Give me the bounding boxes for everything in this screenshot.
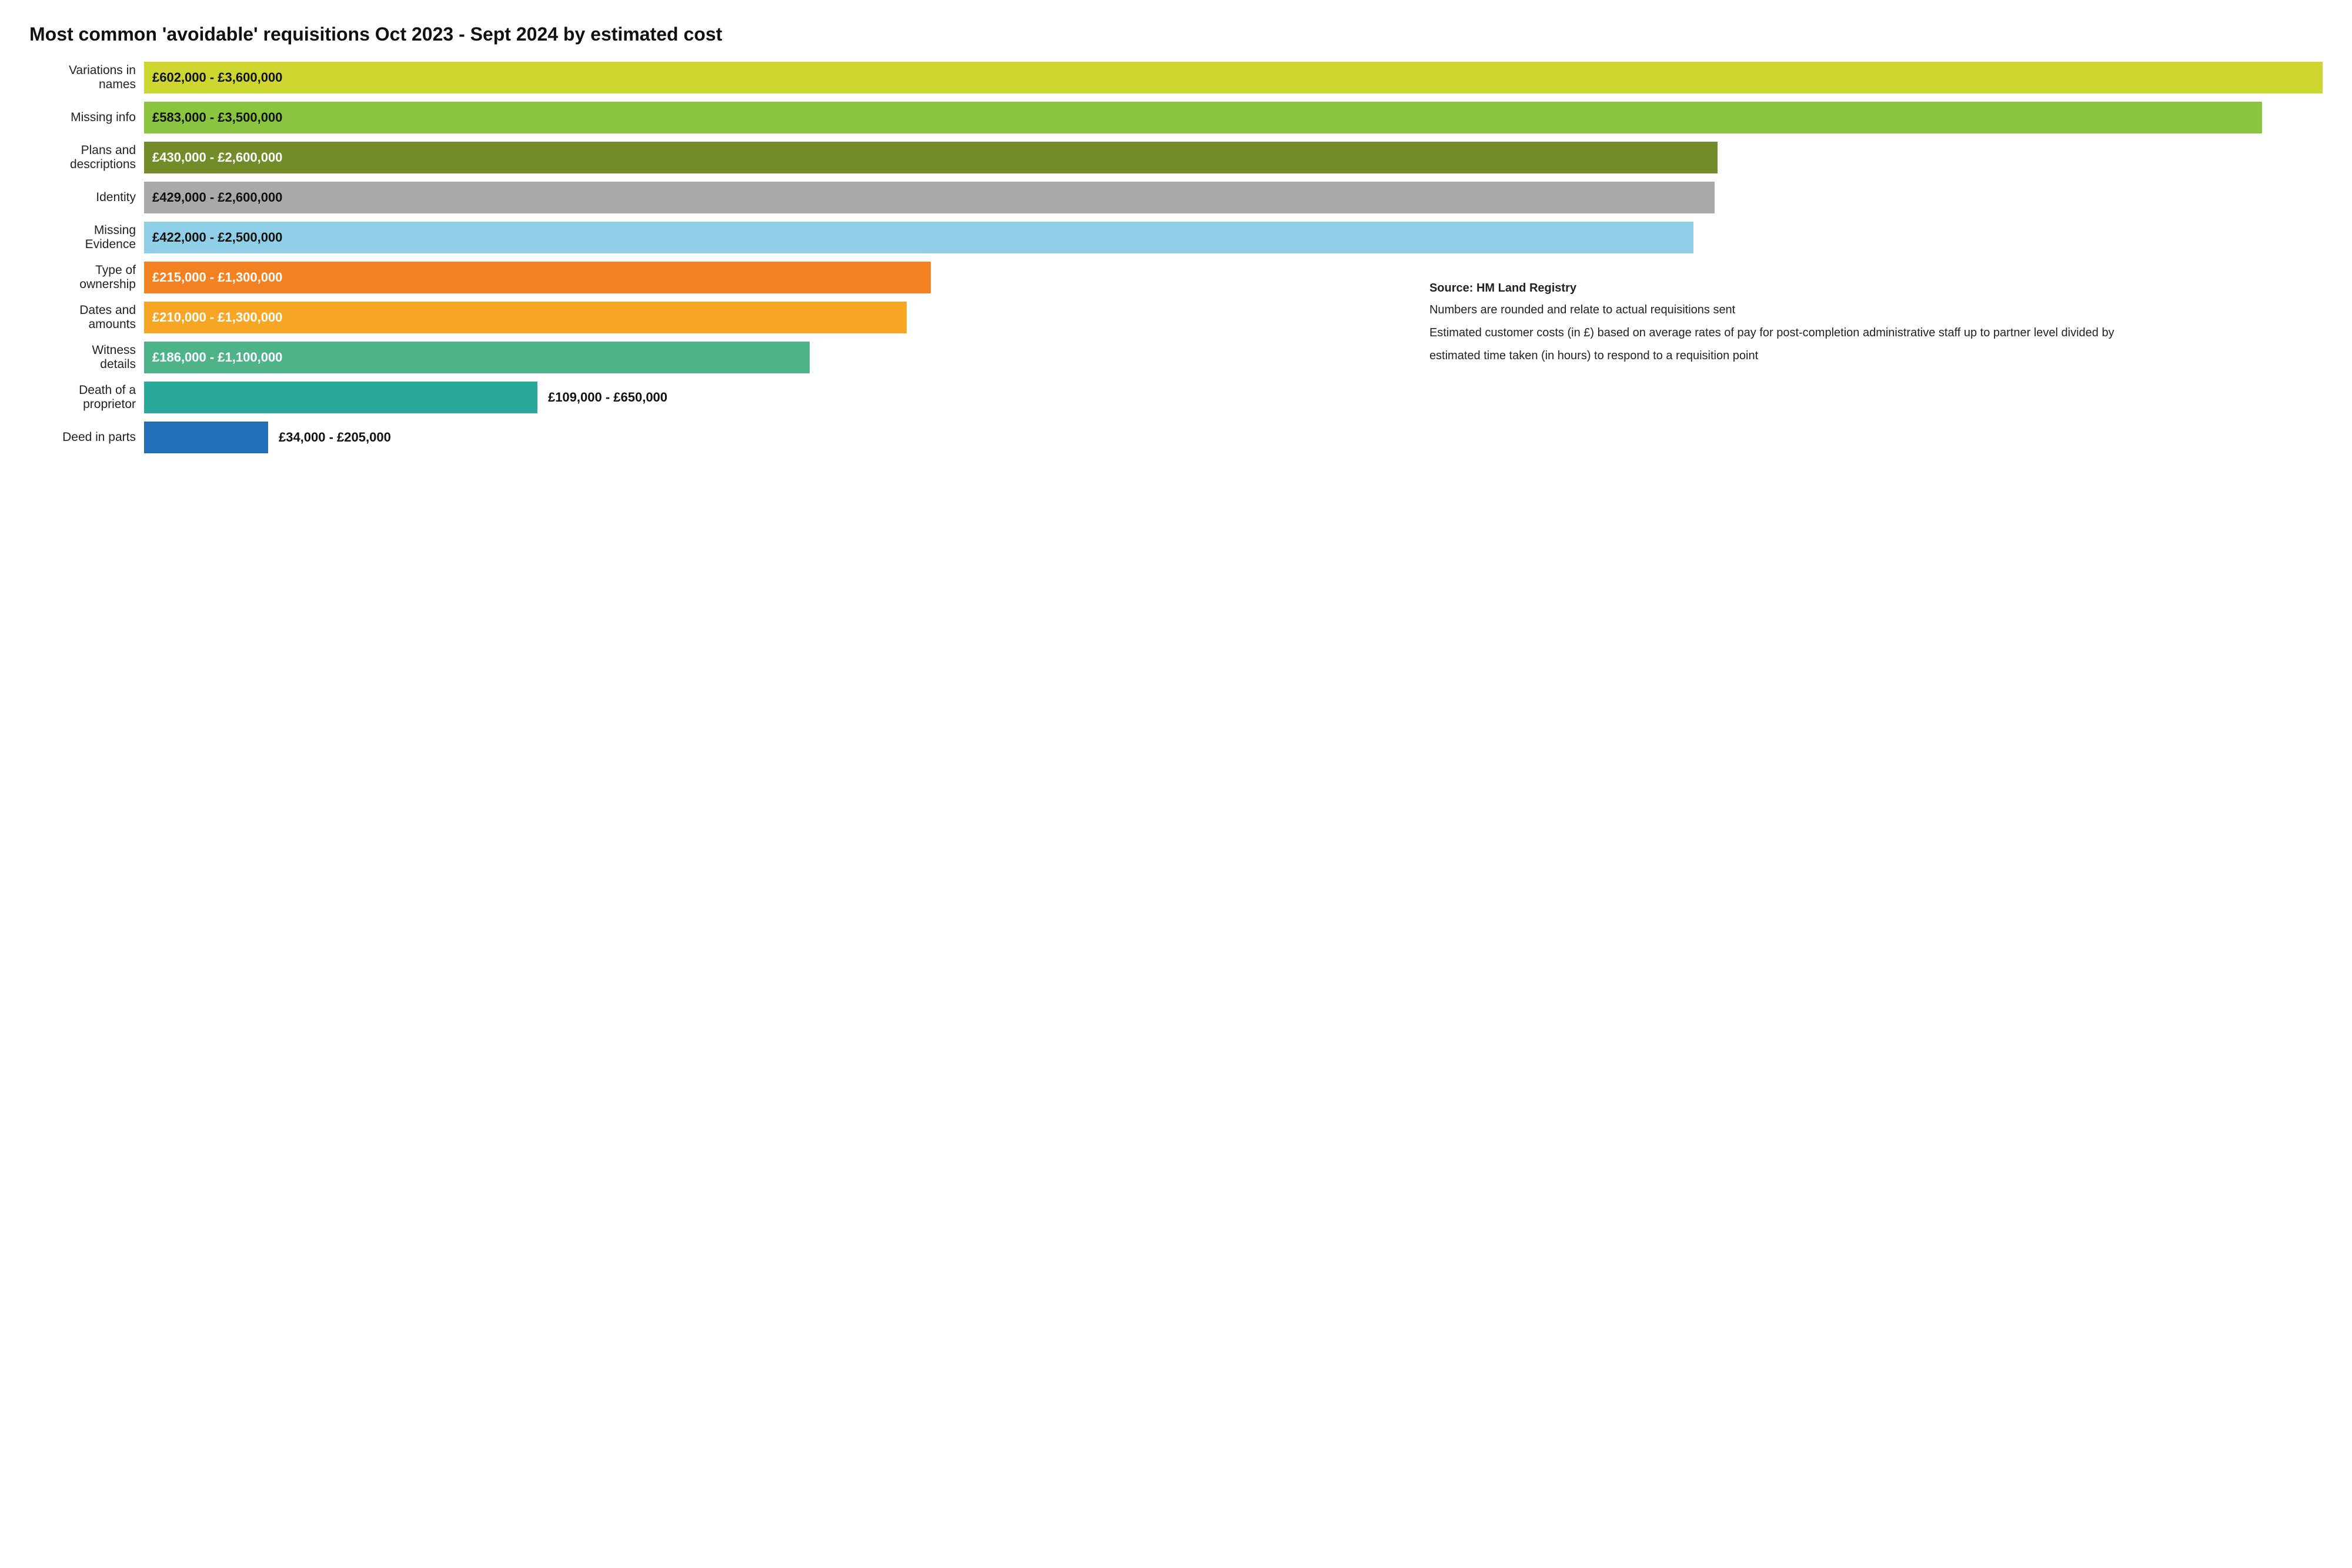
- notes-line-1: Numbers are rounded and relate to actual…: [1429, 302, 2323, 318]
- bar-row: Identity £429,000 - £2,600,000: [29, 182, 2323, 213]
- bar-category-label: Death of a proprietor: [29, 383, 144, 412]
- bar-value-label: £109,000 - £650,000: [537, 382, 667, 413]
- bar: £583,000 - £3,500,000: [144, 102, 2262, 133]
- bar-row: Death of a proprietor £109,000 - £650,000: [29, 382, 2323, 413]
- bar-row: Variations in names £602,000 - £3,600,000: [29, 62, 2323, 93]
- bar-value-label: £602,000 - £3,600,000: [152, 70, 282, 85]
- bar-row: Missing info £583,000 - £3,500,000: [29, 102, 2323, 133]
- bar-track: £422,000 - £2,500,000: [144, 222, 2323, 253]
- bar-category-label: Missing Evidence: [29, 223, 144, 252]
- bar: £429,000 - £2,600,000: [144, 182, 1715, 213]
- bar: [144, 382, 537, 413]
- bar-category-label: Deed in parts: [29, 430, 144, 444]
- bar: £430,000 - £2,600,000: [144, 142, 1718, 173]
- bar: £422,000 - £2,500,000: [144, 222, 1693, 253]
- bar-track: £602,000 - £3,600,000: [144, 62, 2323, 93]
- bar-track: £109,000 - £650,000: [144, 382, 2323, 413]
- bar-category-label: Dates and amounts: [29, 303, 144, 332]
- bar-value-label: £210,000 - £1,300,000: [152, 310, 282, 325]
- notes-line-2: Estimated customer costs (in £) based on…: [1429, 325, 2323, 341]
- notes-line-3: estimated time taken (in hours) to respo…: [1429, 348, 2323, 364]
- bar-value-label: £422,000 - £2,500,000: [152, 230, 282, 245]
- bar-category-label: Variations in names: [29, 63, 144, 92]
- bar-value-label: £583,000 - £3,500,000: [152, 110, 282, 125]
- bar: [144, 422, 268, 453]
- chart-notes: Source: HM Land Registry Numbers are rou…: [1429, 280, 2323, 371]
- bar-value-label: £430,000 - £2,600,000: [152, 150, 282, 165]
- bar-track: £430,000 - £2,600,000: [144, 142, 2323, 173]
- bar-value-label: £34,000 - £205,000: [268, 422, 391, 453]
- bar-track: £429,000 - £2,600,000: [144, 182, 2323, 213]
- chart-area: Variations in names £602,000 - £3,600,000…: [29, 62, 2323, 462]
- bar-row: Plans and descriptions £430,000 - £2,600,…: [29, 142, 2323, 173]
- bar: £215,000 - £1,300,000: [144, 262, 931, 293]
- chart-title: Most common 'avoidable' requisitions Oct…: [29, 24, 2323, 45]
- bar-category-label: Plans and descriptions: [29, 143, 144, 172]
- bar-value-label: £186,000 - £1,100,000: [152, 350, 282, 365]
- bar: £186,000 - £1,100,000: [144, 342, 810, 373]
- bar-row: Missing Evidence £422,000 - £2,500,000: [29, 222, 2323, 253]
- notes-source: Source: HM Land Registry: [1429, 280, 2323, 296]
- bar-category-label: Witness details: [29, 343, 144, 372]
- bar-track: £34,000 - £205,000: [144, 422, 2323, 453]
- bar-value-label: £429,000 - £2,600,000: [152, 190, 282, 205]
- bar: £210,000 - £1,300,000: [144, 302, 907, 333]
- bar-category-label: Missing info: [29, 111, 144, 125]
- bar-category-label: Type of ownership: [29, 263, 144, 292]
- bar-row: Deed in parts £34,000 - £205,000: [29, 422, 2323, 453]
- bar: £602,000 - £3,600,000: [144, 62, 2323, 93]
- bar-track: £583,000 - £3,500,000: [144, 102, 2323, 133]
- bar-category-label: Identity: [29, 190, 144, 205]
- bar-value-label: £215,000 - £1,300,000: [152, 270, 282, 285]
